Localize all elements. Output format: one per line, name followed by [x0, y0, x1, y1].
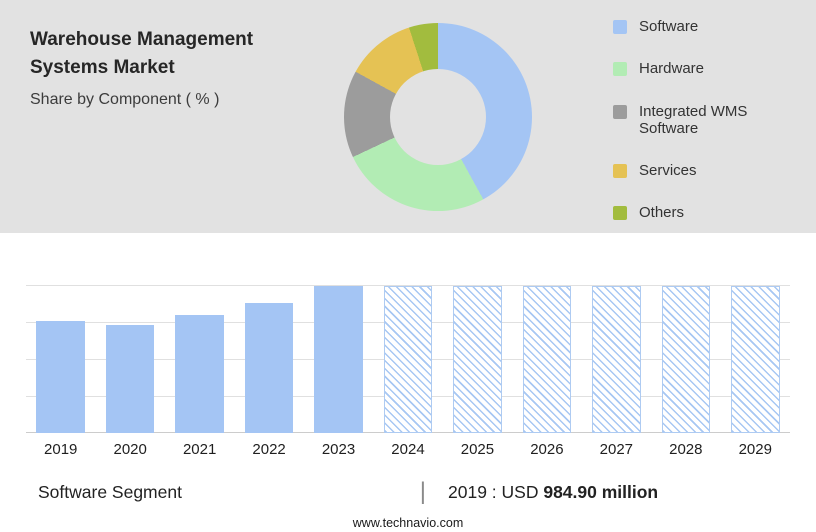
bar-slot-2022 — [234, 285, 303, 433]
bar-2027 — [592, 286, 641, 433]
bar-slot-2029 — [721, 285, 790, 433]
value-prefix: 2019 : USD — [448, 481, 539, 502]
bar-chart-plot — [26, 285, 790, 433]
legend-label: Software — [639, 18, 699, 35]
bar-slot-2019 — [26, 285, 95, 433]
title-block: Warehouse Management Systems Market Shar… — [0, 0, 318, 109]
bars-row — [26, 285, 790, 433]
legend-swatch-icon — [613, 206, 627, 221]
bar-slot-2026 — [512, 285, 581, 433]
bar-slot-2024 — [373, 285, 442, 433]
page-subtitle: Share by Component ( % ) — [30, 91, 220, 109]
known-value-text: 2019 : USD 984.90 million — [448, 482, 778, 503]
x-label-2019: 2019 — [44, 441, 78, 458]
legend-item-services: Services — [613, 162, 796, 179]
bar-slot-2021 — [165, 285, 234, 433]
separator-bar: | — [419, 478, 426, 505]
x-label-2028: 2028 — [669, 441, 703, 458]
donut-chart-area — [318, 0, 558, 233]
gridline-top — [26, 285, 790, 286]
legend-label: Hardware — [639, 60, 705, 78]
x-label-2020: 2020 — [113, 441, 147, 458]
x-label-2025: 2025 — [460, 441, 495, 458]
legend-label: Others — [639, 204, 685, 222]
bar-slot-2027 — [582, 285, 651, 433]
share-by-component-panel: Warehouse Management Systems Market Shar… — [0, 0, 816, 233]
x-label-2024: 2024 — [391, 441, 425, 458]
page-title: Warehouse Management Systems Market — [30, 29, 254, 78]
bar-2020 — [105, 324, 155, 433]
x-label-2023: 2023 — [321, 441, 356, 458]
legend-label: Integrated WMS Software — [639, 102, 748, 137]
donut-legend: Software Hardware Integrated WMS Software S… — [558, 0, 816, 222]
legend-swatch-icon — [613, 62, 627, 77]
bar-2019 — [36, 320, 86, 433]
legend-item-hardware: Hardware — [613, 60, 796, 77]
website-link[interactable]: www.technavio.com — [352, 516, 464, 530]
legend-item-software: Software — [613, 18, 796, 35]
x-label-2026: 2026 — [530, 441, 564, 458]
bar-slot-2020 — [95, 285, 164, 433]
legend-item-integrated-wms-software: Integrated WMS Software — [613, 103, 796, 138]
summary-row: Software Segment | 2019 : USD 984.90 mil… — [38, 480, 778, 504]
legend-label: Services — [639, 162, 697, 179]
legend-swatch-icon — [613, 104, 627, 119]
bar-slot-2023 — [304, 285, 373, 433]
legend-item-others: Others — [613, 204, 796, 221]
x-label-2029: 2029 — [738, 441, 772, 458]
bar-2025 — [453, 286, 502, 433]
x-axis-labels: 2019 2020 2021 2022 2023 2024 2025 2026 2027 2028… — [26, 441, 790, 458]
bar-slot-2025 — [443, 285, 512, 433]
bar-2028 — [661, 286, 711, 433]
bar-2029 — [730, 286, 780, 433]
bar-2021 — [175, 314, 224, 433]
market-size-panel: 2019 2020 2021 2022 2023 2024 2025 2026 2027 2028… — [0, 233, 816, 532]
bar-2026 — [522, 286, 572, 433]
bar-2024 — [383, 286, 433, 433]
bar-2023 — [314, 286, 363, 433]
component-share-donut-chart — [344, 22, 532, 211]
donut-hole — [390, 68, 486, 165]
bar-slot-2028 — [651, 285, 720, 433]
legend-swatch-icon — [613, 164, 627, 178]
segment-label: Software Segment — [38, 481, 182, 502]
value-bold: 984.90 million — [543, 481, 659, 502]
website-row: www.technavio.com — [26, 514, 790, 532]
x-label-2021: 2021 — [182, 441, 217, 458]
x-label-2027: 2027 — [599, 441, 634, 458]
legend-swatch-icon — [613, 20, 627, 34]
x-label-2022: 2022 — [252, 441, 286, 458]
bar-2022 — [244, 302, 294, 433]
